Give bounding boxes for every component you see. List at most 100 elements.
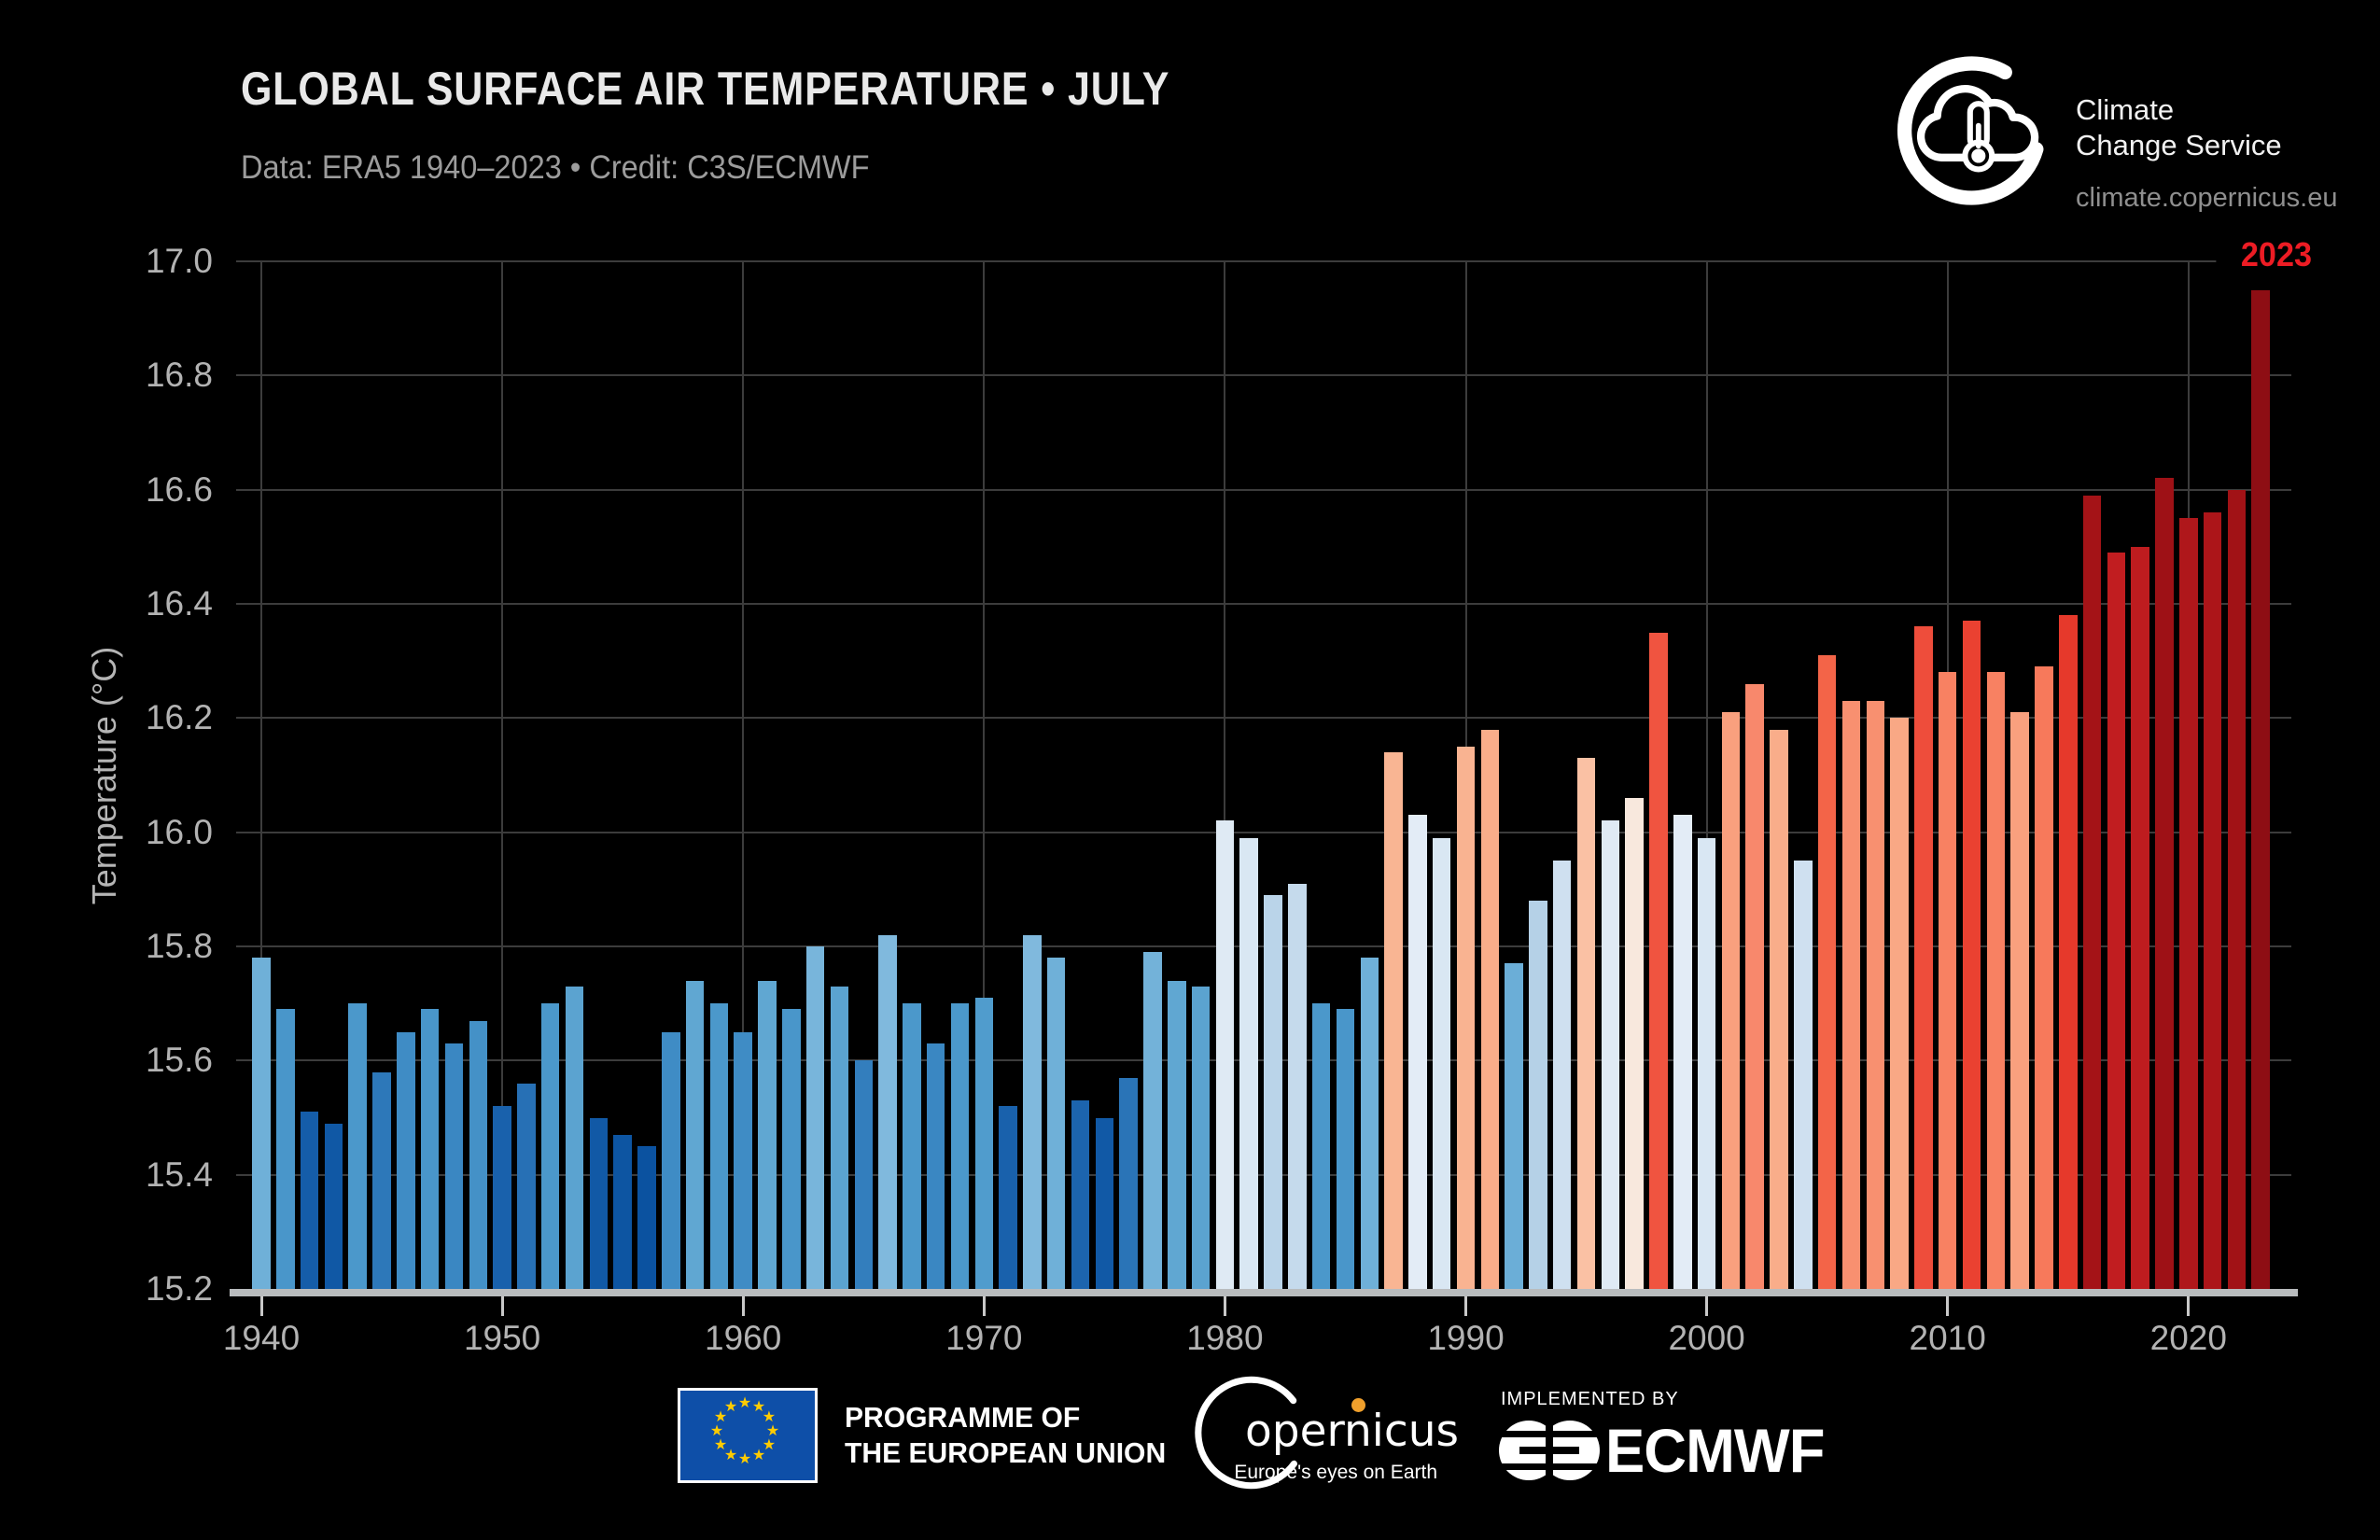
y-tick-label-16.8: 16.8 (145, 356, 213, 395)
x-tick-1970 (982, 1296, 986, 1316)
ecmwf-globe-icon (1497, 1415, 1602, 1486)
bar-1953 (565, 986, 584, 1289)
bar-1956 (637, 1146, 656, 1289)
bar-1996 (1601, 820, 1620, 1289)
gridline-x-1940 (260, 261, 262, 1289)
bar-1946 (397, 1031, 415, 1289)
y-tick-label-16.4: 16.4 (145, 584, 213, 623)
ecmwf-logo: ECMWF (1497, 1415, 1852, 1486)
bar-2016 (2082, 495, 2102, 1289)
bar-1983 (1288, 883, 1307, 1289)
bar-1997 (1625, 797, 1644, 1289)
bar-1979 (1191, 986, 1211, 1289)
gridline-y-15.8 (236, 945, 2291, 947)
bar-2006 (1841, 700, 1861, 1289)
bar-1963 (805, 946, 825, 1289)
bar-1964 (830, 986, 849, 1289)
bar-2021 (2203, 512, 2222, 1289)
plot-area (236, 260, 2291, 1289)
eu-star-icon: ★ (709, 1423, 724, 1439)
copernicus-c-icon (1195, 1376, 1308, 1490)
bar-1950 (493, 1106, 511, 1289)
eu-star-icon: ★ (762, 1409, 777, 1425)
bar-1965 (854, 1060, 873, 1289)
bar-1994 (1552, 861, 1572, 1289)
bar-1974 (1071, 1100, 1090, 1289)
bar-1955 (613, 1134, 632, 1289)
bar-1976 (1119, 1077, 1138, 1289)
y-tick-label-17.0: 17.0 (145, 242, 213, 280)
bar-2023 (2251, 289, 2270, 1289)
bar-1957 (662, 1031, 680, 1289)
bar-1986 (1360, 958, 1379, 1289)
bar-1966 (878, 934, 897, 1289)
bar-1961 (758, 980, 777, 1289)
bar-1988 (1408, 815, 1427, 1289)
bar-2020 (2179, 518, 2198, 1289)
eu-star-icon: ★ (737, 1451, 752, 1467)
bar-1945 (372, 1071, 391, 1289)
bar-1993 (1529, 901, 1547, 1289)
y-tick-label-15.2: 15.2 (145, 1269, 213, 1308)
bar-1995 (1576, 758, 1596, 1289)
x-tick-1960 (741, 1296, 745, 1316)
bar-1960 (734, 1031, 752, 1289)
bar-2019 (2155, 478, 2174, 1289)
bar-1942 (300, 1112, 319, 1289)
c3s-service-name-line2: Change Service (2076, 129, 2282, 161)
gridline-x-1960 (742, 261, 745, 1289)
c3s-cloud-thermometer-icon (1897, 56, 2047, 205)
x-tick-label-2000: 2000 (1668, 1319, 1745, 1357)
gridline-y-16.6 (236, 488, 2291, 491)
bar-2001 (1721, 712, 1741, 1289)
bar-2015 (2059, 615, 2078, 1289)
eu-star-icon: ★ (723, 1447, 738, 1463)
highlight-year-annotation: 2023 (2216, 235, 2312, 278)
x-tick-1950 (500, 1296, 504, 1316)
x-tick-label-2010: 2010 (1909, 1319, 1986, 1357)
y-tick-label-16.6: 16.6 (145, 469, 213, 509)
bar-1985 (1336, 1009, 1355, 1289)
bar-2011 (1962, 621, 1981, 1289)
bar-1987 (1384, 752, 1403, 1289)
bar-2022 (2227, 489, 2247, 1289)
copernicus-wordmark: opernicus (1245, 1406, 1459, 1457)
y-tick-label-15.4: 15.4 (145, 1155, 213, 1194)
gridline-x-1980 (1224, 261, 1226, 1289)
eu-star-icon: ★ (713, 1437, 728, 1453)
x-tick-label-1970: 1970 (945, 1319, 1023, 1357)
x-tick-label-1980: 1980 (1186, 1319, 1264, 1357)
bar-1975 (1095, 1117, 1114, 1289)
bar-1959 (709, 1003, 729, 1289)
y-tick-label-15.8: 15.8 (145, 927, 213, 965)
bar-2005 (1817, 655, 1837, 1289)
bar-2000 (1697, 837, 1716, 1289)
bar-1944 (348, 1003, 367, 1289)
bar-1980 (1215, 820, 1235, 1289)
bar-1951 (517, 1083, 536, 1289)
bar-2003 (1770, 729, 1788, 1289)
gridline-x-2000 (1705, 261, 1708, 1289)
bar-1990 (1456, 746, 1476, 1289)
eu-programme-label: PROGRAMME OF THE EUROPEAN UNION (845, 1400, 1166, 1471)
bar-1981 (1239, 837, 1258, 1289)
bar-1948 (444, 1043, 464, 1289)
bar-1982 (1264, 894, 1282, 1289)
bar-1999 (1673, 815, 1692, 1289)
eu-star-icon: ★ (723, 1399, 738, 1416)
x-tick-1980 (1223, 1296, 1226, 1316)
implemented-by-label: IMPLEMENTED BY (1501, 1389, 1679, 1409)
bar-2018 (2131, 546, 2149, 1289)
bar-2013 (2010, 712, 2029, 1289)
bar-1967 (903, 1003, 921, 1289)
eu-star-icon: ★ (765, 1423, 780, 1439)
bar-1991 (1480, 729, 1500, 1289)
bar-1978 (1168, 980, 1186, 1289)
x-tick-label-1960: 1960 (705, 1319, 782, 1357)
gridline-x-1950 (501, 261, 504, 1289)
page-title: GLOBAL SURFACE AIR TEMPERATURE • JULY (241, 63, 1170, 115)
ecmwf-wordmark: ECMWF (1605, 1416, 1825, 1485)
x-tick-2000 (1705, 1296, 1709, 1316)
bar-1970 (974, 998, 994, 1289)
